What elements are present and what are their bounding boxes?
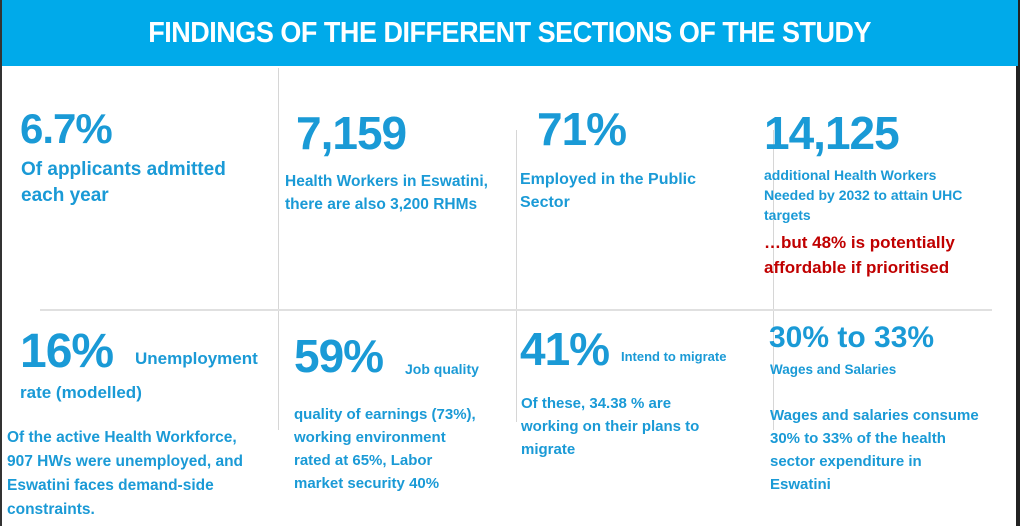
stat-value: 59% — [294, 330, 384, 382]
stat-description: constraints. — [7, 501, 95, 518]
stat-value: 14,125 — [764, 107, 900, 159]
column-divider — [516, 130, 517, 422]
stat-description: additional Health Workers — [764, 167, 937, 183]
stat-description: working environment — [294, 429, 446, 446]
stat-description: Eswatini — [770, 476, 831, 493]
stat-description: Wages and salaries consume — [770, 407, 979, 424]
stat-label: rate (modelled) — [20, 383, 142, 402]
stat-label: Job quality — [405, 361, 479, 377]
stat-description: Eswatini faces demand-side — [7, 477, 214, 494]
stat-description: Of these, 34.38 % are — [521, 395, 672, 412]
stat-description: targets — [764, 207, 811, 223]
stat-description: quality of earnings (73%), — [294, 406, 476, 423]
stat-value: 41% — [520, 323, 610, 375]
stat-description: migrate — [521, 441, 576, 458]
stat-description: sector expenditure in — [770, 453, 922, 470]
stat-value: 30% to 33% — [769, 321, 935, 354]
stat-description: 907 HWs were unemployed, and — [7, 453, 244, 470]
stat-alert-note: affordable if prioritised — [764, 258, 950, 277]
stat-description: Health Workers in Eswatini, — [285, 173, 488, 190]
stat-description: Of the active Health Workforce, — [7, 429, 237, 446]
stat-description: working on their plans to — [521, 418, 700, 435]
column-divider — [773, 130, 774, 430]
row-divider — [40, 309, 992, 311]
column-divider — [278, 68, 279, 430]
stat-value: 71% — [537, 103, 627, 155]
stat-description: market security 40% — [294, 475, 440, 492]
stat-description: Needed by 2032 to attain UHC — [764, 187, 963, 203]
stat-description: Sector — [520, 194, 570, 211]
stat-description: each year — [21, 185, 109, 206]
stat-value: 7,159 — [296, 107, 407, 159]
stat-description: Employed in the Public — [520, 171, 697, 188]
stat-description: 30% to 33% of the health — [770, 430, 946, 447]
stat-description: rated at 65%, Labor — [294, 452, 433, 469]
stat-label: Unemployment — [135, 349, 258, 368]
stat-label: Wages and Salaries — [770, 362, 897, 377]
page-title: FINDINGS OF THE DIFFERENT SECTIONS OF TH… — [148, 16, 872, 49]
stat-label: Intend to migrate — [621, 349, 727, 364]
stat-description: Of applicants admitted — [21, 159, 226, 180]
stat-alert-note: …but 48% is potentially — [764, 233, 955, 252]
stat-value: 16% — [20, 325, 114, 378]
stat-description: there are also 3,200 RHMs — [285, 196, 478, 213]
title-banner: FINDINGS OF THE DIFFERENT SECTIONS OF TH… — [2, 0, 1018, 66]
stat-value: 6.7% — [20, 105, 113, 152]
